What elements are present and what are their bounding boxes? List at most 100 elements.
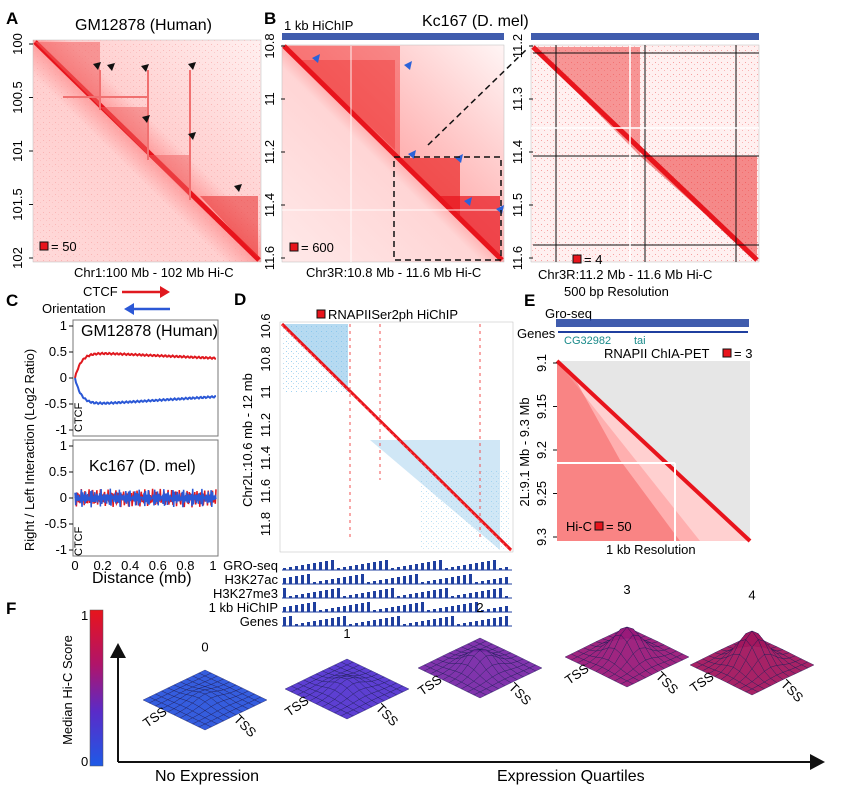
- panel-d-ticks: 10.6 10.8 11 11.2 11.4 11.6 11.8: [258, 313, 273, 536]
- panel-c-xlabel: Distance (mb): [92, 570, 192, 587]
- panel-c-y-tick: 1: [60, 438, 67, 453]
- panel-b-right-y-tick: 11.3: [510, 87, 525, 111]
- colorbar: [89, 609, 104, 767]
- loop-arrow: [141, 64, 149, 72]
- zoom-box: [393, 156, 502, 261]
- panel-b-right-xlabel: Chr3R:11.2 Mb - 11.6 Mb Hi-C: [538, 267, 712, 282]
- panel-d-track: [282, 602, 512, 613]
- panel-d-track-label: 1 kb HiChIP: [209, 600, 278, 615]
- panel-c-y-tick: -1: [55, 542, 67, 557]
- loop-arrow: [188, 62, 196, 70]
- panel-a-scale: = 50: [51, 239, 77, 254]
- loop-arrow: [234, 184, 242, 192]
- panel-c-top-title: GM12878 (Human): [81, 323, 218, 340]
- panel-e-y-tick: 9.2: [534, 441, 549, 459]
- loop-arrow: [188, 132, 196, 140]
- panel-label-b: B: [264, 9, 276, 28]
- panel-e-heatmap: [555, 359, 752, 543]
- surface-quartile-2: [417, 637, 543, 699]
- scale-swatch: [572, 254, 582, 264]
- panel-d-track-label: GRO-seq: [223, 558, 278, 573]
- y-axis-arrowhead: [110, 643, 126, 658]
- zoom-connector: [427, 47, 529, 146]
- loop-arrow: [142, 115, 150, 123]
- panel-b-right-ticks: 11.2 11.3 11.4 11.5 11.6: [510, 34, 533, 270]
- panel-a-tad: [148, 155, 190, 197]
- panel-c-bottom-title: Kc167 (D. mel): [89, 458, 196, 475]
- panel-a-y-tick: 100.5: [10, 81, 25, 114]
- panel-d-y-tick: 11.2: [258, 413, 273, 437]
- panel-a-tad: [35, 42, 100, 107]
- panel-e: E Gro-seq Genes CG32982 tai RNAPII ChIA-…: [517, 291, 752, 557]
- gene-cg32982: CG32982: [564, 335, 611, 347]
- series-left-bottom: [74, 488, 217, 508]
- panel-c-y-tick: -1: [55, 422, 67, 437]
- panel-e-genes-label: Genes: [517, 326, 556, 341]
- panel-c-x-tick: 0.6: [149, 558, 167, 573]
- panel-a-xlabel: Chr1:100 Mb - 102 Mb Hi-C: [74, 265, 234, 280]
- panel-d-track: [282, 574, 512, 585]
- panel-d-y-tick: 11.6: [258, 479, 273, 503]
- panel-b-left-y-tick: 11.6: [262, 246, 277, 270]
- panel-d-ylabel: Chr2L:10.6 mb - 12 mb: [240, 373, 255, 507]
- panel-c-y-tick: 0: [60, 490, 67, 505]
- panel-c-x-tick: 0.4: [121, 558, 139, 573]
- panel-a-y-tick: 101.5: [10, 188, 25, 221]
- scale-swatch: [39, 241, 49, 251]
- loop-arrow: [455, 154, 463, 163]
- panel-e-y-tick: 9.15: [534, 394, 549, 419]
- panel-b-right-y-tick: 11.6: [510, 246, 525, 270]
- panel-e-y-tick: 9.3: [534, 528, 549, 546]
- panel-a-heatmap: [32, 39, 262, 263]
- panel-c-y-tick: -0.5: [45, 516, 67, 531]
- loop-arrow: [312, 54, 320, 63]
- surface-quartile-0: [142, 669, 268, 731]
- panel-e-hic-label: Hi-C: [566, 519, 592, 534]
- hichip-track-right: [531, 33, 759, 40]
- panel-c-y-tick: 0: [60, 370, 67, 385]
- panel-d-y-tick: 11.4: [258, 446, 273, 470]
- panel-d-y-tick: 11.8: [258, 512, 273, 536]
- scale-swatch: [722, 348, 732, 358]
- surface-quartile-1: [284, 658, 410, 720]
- panel-c-ylabel: Right / Left Interaction (Log2 Ratio): [22, 349, 37, 551]
- panel-d-y-tick: 10.8: [258, 346, 273, 371]
- panel-e-scale-top: = 3: [734, 346, 752, 361]
- tss-label: TSS: [778, 677, 807, 706]
- panel-label-f: F: [6, 599, 16, 618]
- panel-c-bottom-marker: CTCF: [73, 526, 85, 556]
- panel-a-tad: [100, 107, 148, 155]
- panel-label-e: E: [524, 291, 535, 310]
- loop-arrow: [404, 61, 412, 70]
- panel-b-right-y-tick: 11.5: [510, 193, 525, 217]
- panel-e-xlabel: 1 kb Resolution: [606, 542, 696, 557]
- panel-d-track-label: H3K27me3: [213, 586, 278, 601]
- surface-quartile-4: [689, 630, 815, 696]
- panel-a-title: GM12878 (Human): [75, 17, 212, 34]
- panel-d-track-label: Genes: [240, 614, 279, 629]
- panel-c-x-tick: 0.8: [176, 558, 194, 573]
- scale-swatch: [594, 521, 604, 531]
- quartile-label: 0: [201, 639, 208, 654]
- legend-orientation: Orientation: [42, 301, 106, 316]
- colorbar-min: 0: [81, 754, 88, 769]
- panel-b-resolution: 500 bp Resolution: [564, 284, 669, 299]
- panel-f: F 1 0 Median Hi-C Score No Expression Ex…: [6, 582, 825, 785]
- colorbar-max: 1: [81, 608, 88, 623]
- panel-c: C CTCF Orientation Right / Left Interact…: [6, 284, 219, 587]
- panel-label-d: D: [234, 290, 246, 309]
- panel-d-track: [282, 588, 512, 599]
- surface-quartile-3: [564, 626, 690, 688]
- gene-tai: tai: [634, 335, 646, 347]
- panel-a-tad: [200, 196, 258, 258]
- panel-b-right-y-tick: 11.2: [510, 34, 525, 58]
- tss-label: TSS: [373, 701, 402, 730]
- panel-d-heatmap: [279, 321, 514, 553]
- panel-e-groseq-label: Gro-seq: [545, 306, 592, 321]
- loop-arrow: [93, 62, 101, 70]
- panel-c-top-marker: CTCF: [73, 402, 85, 432]
- panel-b-left-y-tick: 11.2: [262, 140, 277, 164]
